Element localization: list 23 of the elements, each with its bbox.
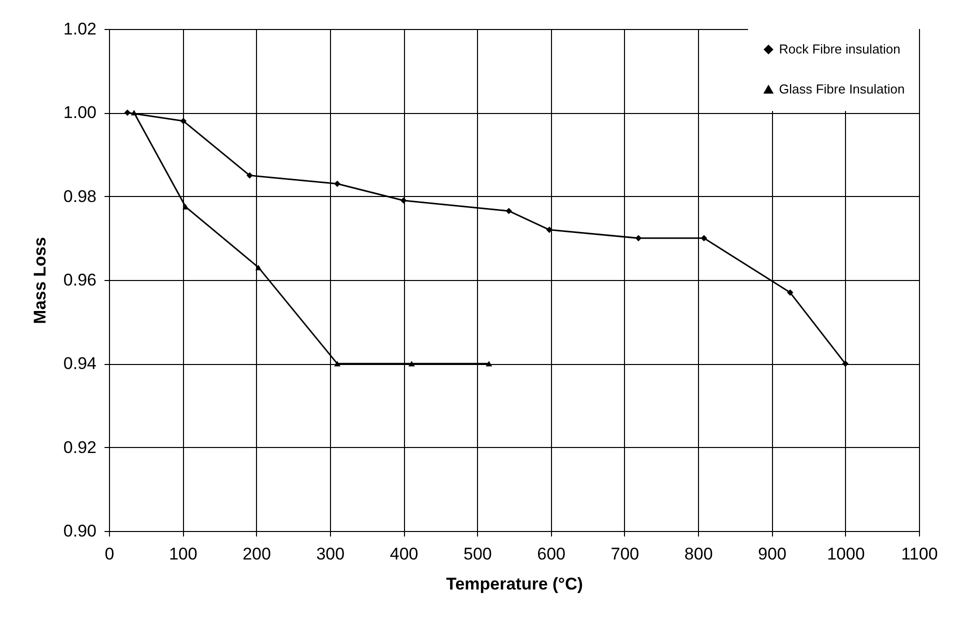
x-tick-label: 500	[463, 544, 492, 564]
x-tick-label: 200	[242, 544, 271, 564]
x-tick-label: 900	[758, 544, 786, 564]
x-tick-label: 1100	[901, 544, 938, 564]
x-tick-label: 0	[104, 544, 114, 564]
x-tick-label: 600	[537, 544, 566, 564]
legend-label: Glass Fibre Insulation	[779, 82, 905, 96]
y-tick-label: 1.00	[63, 103, 96, 122]
y-axis-title: Mass Loss	[30, 237, 50, 324]
y-tick-label: 0.92	[63, 438, 96, 457]
x-tick-label: 800	[684, 544, 713, 564]
y-tick-label: 0.94	[63, 354, 96, 374]
x-tick-label: 300	[316, 544, 345, 564]
y-tick-label: 0.98	[63, 186, 96, 206]
x-tick-label: 700	[610, 544, 640, 564]
x-tick-label: 400	[390, 544, 418, 564]
y-tick-label: 0.96	[63, 270, 96, 290]
legend-label: Rock Fibre insulation	[779, 42, 900, 56]
x-axis-title: Temperature (°C)	[446, 574, 583, 594]
x-tick-label: 100	[168, 544, 198, 564]
x-tick-label: 1000	[826, 544, 865, 564]
y-tick-label: 0.90	[63, 522, 96, 540]
y-tick-label: 1.02	[63, 20, 96, 38]
